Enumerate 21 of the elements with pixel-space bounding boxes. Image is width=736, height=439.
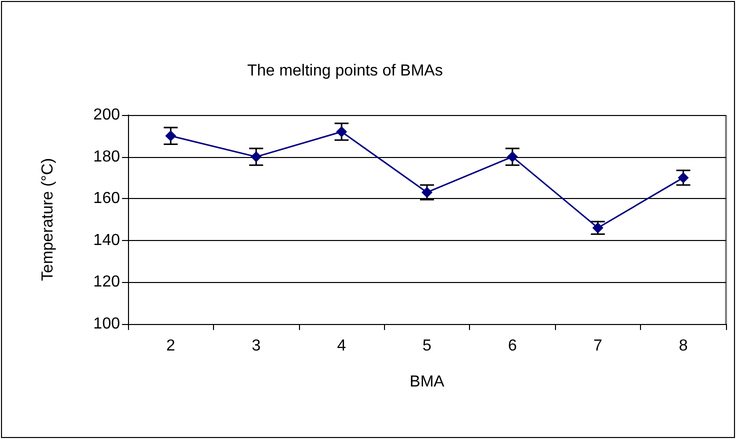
point [250,151,262,162]
x-tick-label: 8 [678,338,688,354]
point [336,126,348,138]
x-tick-label: 6 [508,338,517,354]
point [506,151,518,162]
x-tick-label: 3 [252,338,261,354]
y-tick-label: 180 [93,148,120,166]
y-tick-label: 120 [93,274,120,291]
chart-title: The melting points of BMAs [247,62,443,80]
x-tick-label: 7 [593,338,602,354]
x-tick-label: 5 [422,338,432,354]
x-axis-title: BMA [410,374,445,390]
y-tick-label: 140 [93,232,120,249]
y-axis-title: Temperature (°C) [40,158,56,281]
x-tick-label: 4 [337,338,346,354]
point [592,222,604,234]
y-tick-label: 200 [93,106,120,124]
point [165,130,176,142]
y-tick-label: 100 [93,316,120,332]
x-tick-label: 2 [166,338,176,354]
y-tick-label: 160 [93,190,120,208]
